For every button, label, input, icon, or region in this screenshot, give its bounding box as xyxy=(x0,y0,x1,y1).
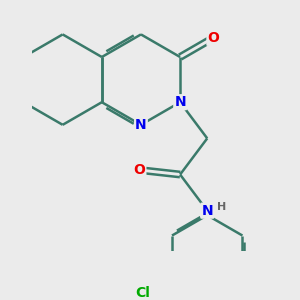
Text: N: N xyxy=(174,95,186,109)
Text: N: N xyxy=(135,118,147,132)
Text: Cl: Cl xyxy=(135,286,150,300)
Text: O: O xyxy=(134,163,146,177)
Text: O: O xyxy=(207,31,219,45)
Text: N: N xyxy=(201,204,213,218)
Text: H: H xyxy=(217,202,226,212)
